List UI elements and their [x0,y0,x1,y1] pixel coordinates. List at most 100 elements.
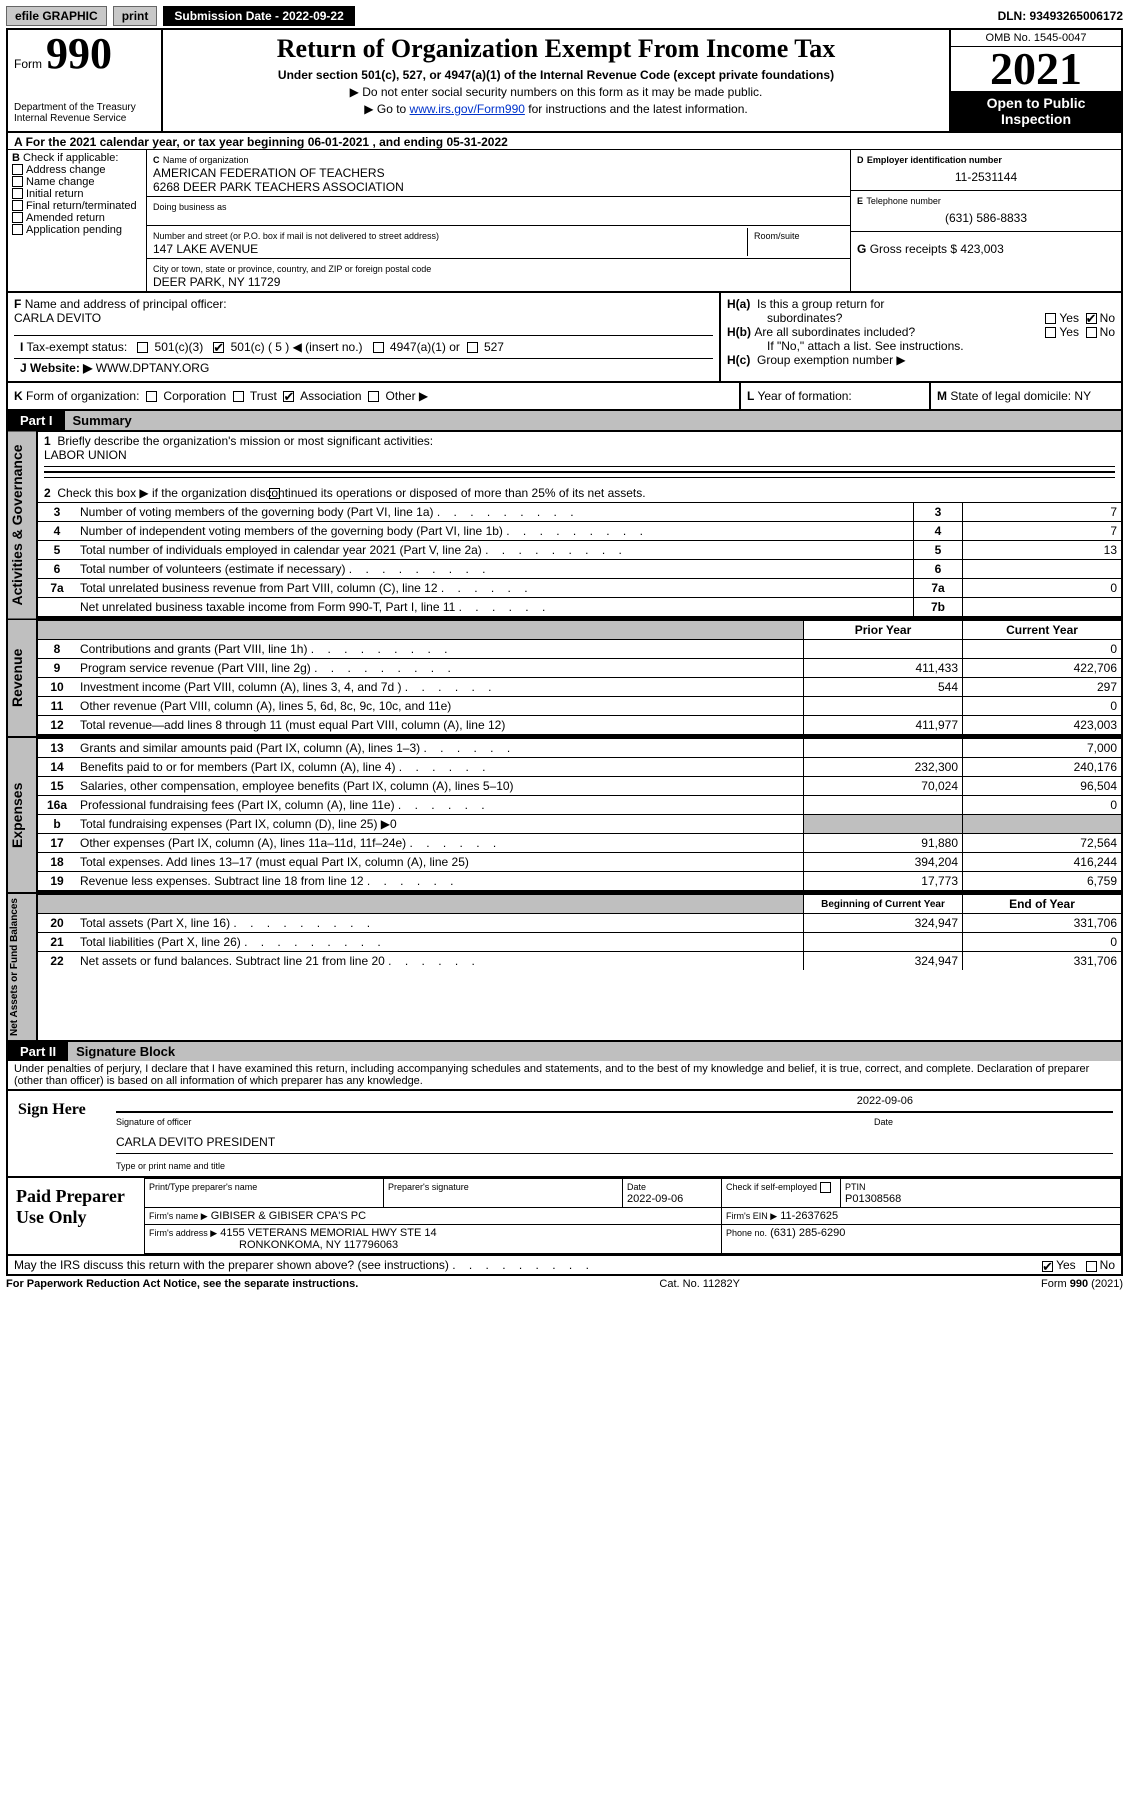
letter-hc: H(c) [727,353,750,367]
m-label: State of legal domicile: [950,389,1071,403]
phone-value: (631) 586-8833 [857,207,1115,229]
website-label: Website: ▶ [30,361,92,375]
letter-m: M [937,389,947,403]
ha-text: Is this a group return for [757,297,884,311]
letter-e: E [857,196,863,206]
sign-date-value-top: 2022-09-06 [116,1095,1113,1107]
efile-label: efile GRAPHIC [6,6,107,26]
checkbox-hb-yes[interactable] [1045,327,1056,338]
discuss-no: No [1100,1258,1115,1272]
org-name-1: AMERICAN FEDERATION OF TEACHERS [153,166,385,180]
f-label: Name and address of principal officer: [25,297,227,311]
opt-address-change: Address change [26,164,106,176]
checkbox-527[interactable] [467,342,478,353]
prep-date-value: 2022-09-06 [627,1193,683,1205]
ha-yes: Yes [1059,311,1079,325]
checkbox-501c3[interactable] [137,342,148,353]
sig-date-label: Date [874,1117,893,1127]
ha-no: No [1100,311,1115,325]
checkbox-discuss-no[interactable] [1086,1261,1097,1272]
firm-ein: 11-2637625 [780,1210,838,1222]
opt-other: Other ▶ [386,389,429,403]
checkbox-app-pending[interactable] [12,224,23,235]
tab-governance: Activities & Governance [8,432,36,619]
mission-text: LABOR UNION [44,448,127,462]
hb-no: No [1100,325,1115,339]
letter-j: J [20,361,27,375]
letter-i: I [20,340,23,354]
prep-check-label: Check if self-employed [726,1182,817,1192]
hb-attach: If "No," attach a list. See instructions… [727,339,1115,353]
open-to-public-2: Inspection [1001,111,1071,127]
line2-label: Check this box ▶ if the organization dis… [57,486,645,500]
governance-table: 3Number of voting members of the governi… [38,502,1121,618]
letter-ha: H(a) [727,297,750,311]
opt-501c: 501(c) ( 5 ) ◀ (insert no.) [231,340,363,354]
sig-officer-label: Signature of officer [116,1117,191,1127]
preparer-table: Print/Type preparer's name Preparer's si… [144,1178,1121,1254]
expenses-table: 13Grants and similar amounts paid (Part … [38,738,1121,892]
letter-a: A [14,135,22,149]
firm-ein-label: Firm's EIN ▶ [726,1211,777,1221]
irs-label: Internal Revenue Service [14,113,155,124]
checkbox-self-employed[interactable] [820,1182,831,1193]
line-a-begin: 06-01-2021 [308,135,369,149]
opt-assoc: Association [300,389,361,403]
tab-net-assets: Net Assets or Fund Balances [8,894,36,1040]
opt-initial-return: Initial return [26,188,83,200]
subtitle-2: ▶ Do not enter social security numbers o… [171,85,941,99]
goto-pre: ▶ Go to [364,102,409,116]
prep-date-label: Date [627,1182,646,1192]
letter-g: G [857,242,866,256]
hc-text: Group exemption number ▶ [757,353,906,367]
prep-name-label: Print/Type preparer's name [149,1182,257,1192]
checkbox-4947[interactable] [373,342,384,353]
letter-f: F [14,297,21,311]
checkbox-corp[interactable] [146,391,157,402]
checkbox-final-return[interactable] [12,200,23,211]
org-name-2: 6268 DEER PARK TEACHERS ASSOCIATION [153,180,404,194]
addr-label: Number and street (or P.O. box if mail i… [153,231,439,241]
line-a-pre: For the 2021 calendar year, or tax year … [26,135,308,149]
opt-4947: 4947(a)(1) or [390,340,460,354]
ein-value: 11-2531144 [857,166,1115,188]
form-label: Form [14,57,42,71]
firm-addr2: RONKONKOMA, NY 117796063 [239,1239,398,1251]
firm-name-label: Firm's name ▶ [149,1211,208,1221]
opt-501c3: 501(c)(3) [155,340,204,354]
website-value: WWW.DPTANY.ORG [96,361,210,375]
checkbox-address-change[interactable] [12,164,23,175]
checkbox-name-change[interactable] [12,176,23,187]
checkbox-other[interactable] [368,391,379,402]
subtitle-1: Under section 501(c), 527, or 4947(a)(1)… [171,68,941,82]
checkbox-ha-no[interactable] [1086,313,1097,324]
irs-link[interactable]: www.irs.gov/Form990 [410,102,525,116]
form-number: 990 [46,34,112,74]
dln: DLN: 93493265006172 [998,9,1123,23]
tab-expenses: Expenses [8,738,36,892]
print-button[interactable]: print [113,6,158,26]
firm-phone: (631) 285-6290 [770,1227,845,1239]
street-address: 147 LAKE AVENUE [153,242,258,256]
declaration-text: Under penalties of perjury, I declare th… [8,1061,1121,1091]
opt-527: 527 [484,340,504,354]
paid-preparer-label: Paid Preparer Use Only [8,1178,144,1254]
line-a-end: 05-31-2022 [446,135,507,149]
checkbox-assoc[interactable] [283,391,294,402]
checkbox-501c[interactable] [213,342,224,353]
checkbox-hb-no[interactable] [1086,327,1097,338]
checkbox-initial-return[interactable] [12,188,23,199]
ptin-label: PTIN [845,1182,866,1192]
hb-yes: Yes [1059,325,1079,339]
letter-c: C [153,155,160,165]
checkbox-trust[interactable] [233,391,244,402]
letter-l: L [747,389,754,403]
ptin-value: P01308568 [845,1193,901,1205]
firm-addr-label: Firm's address ▶ [149,1228,217,1238]
checkbox-ha-yes[interactable] [1045,313,1056,324]
m-value: NY [1074,389,1091,403]
checkbox-discontinued[interactable] [269,488,280,499]
letter-d: D [857,155,864,165]
checkbox-discuss-yes[interactable] [1042,1261,1053,1272]
checkbox-amended[interactable] [12,212,23,223]
